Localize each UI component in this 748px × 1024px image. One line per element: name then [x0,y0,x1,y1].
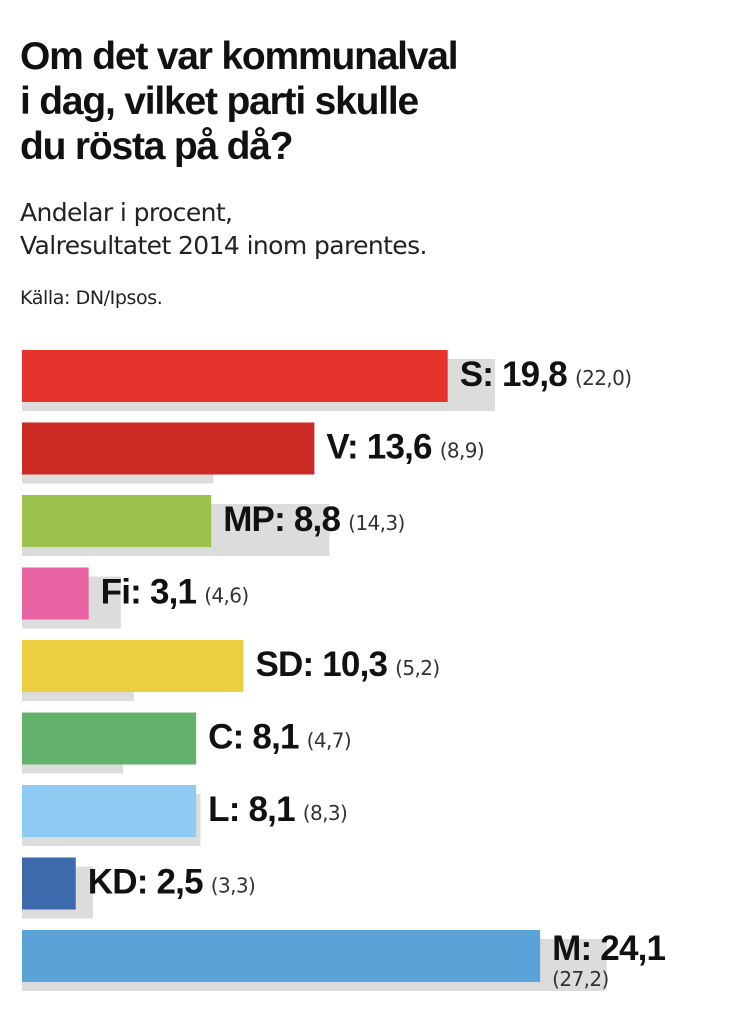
bar-l [22,785,197,837]
bar-kd [22,857,76,910]
chart-subtitle: Andelar i procent, Valresultatet 2014 in… [20,196,427,262]
source-note: Källa: DN/Ipsos. [20,287,163,309]
previous-label-kd: (3,3) [211,874,255,898]
subtitle-line-1: Andelar i procent, [20,198,233,227]
value-v: 13,6 [367,428,432,467]
category-label-s: S: [460,355,502,394]
category-label-mp: MP: [223,500,294,539]
value-sd: 10,3 [322,645,387,684]
title-line-2: i dag, vilket parti skulle [20,80,419,123]
value-label-mp: MP: 8,8 [223,500,340,539]
value-label-v: V: 13,6 [326,428,432,467]
value-kd: 2,5 [156,863,203,902]
value-fi: 3,1 [150,573,197,612]
subtitle-line-2: Valresultatet 2014 inom parentes. [20,231,427,260]
bar-row-m: M: 24,1(27,2) [22,929,666,991]
value-label-c: C: 8,1 [208,718,299,757]
previous-label-l: (8,3) [303,801,347,825]
category-label-m: M: [552,929,600,968]
value-label-fi: Fi: 3,1 [101,573,197,612]
value-label-kd: KD: 2,5 [88,863,203,902]
bar-s [22,350,448,402]
previous-label-fi: (4,6) [204,584,248,608]
category-label-fi: Fi: [101,573,150,612]
value-l: 8,1 [249,790,296,829]
previous-label-s: (22,0) [575,366,632,390]
bar-row-kd: KD: 2,5 (3,3) [22,857,256,919]
value-c: 8,1 [252,718,299,757]
value-label-sd: SD: 10,3 [255,645,387,684]
bar-sd [22,640,244,692]
value-m: 24,1 [600,929,665,968]
bar-row-l: L: 8,1 (8,3) [22,785,348,846]
bar-row-c: C: 8,1 (4,7) [22,712,352,774]
category-label-l: L: [208,790,248,829]
bar-chart: S: 19,8 (22,0) V: 13,6 (8,9) MP: 8,8 (14,3) Fi… [22,350,666,991]
chart-title: Om det var kommunalval i dag, vilket par… [20,34,720,169]
previous-label-sd: (5,2) [395,656,439,680]
bar-m [22,930,541,982]
previous-label-c: (4,7) [307,729,351,753]
bar-row-v: V: 13,6 (8,9) [22,422,485,484]
title-line-1: Om det var kommunalval [20,35,459,78]
bar-row-fi: Fi: 3,1 (4,6) [22,567,249,629]
value-label-l: L: 8,1 [208,790,295,829]
bar-c [22,712,197,765]
category-label-v: V: [326,428,366,467]
bar-fi [22,567,89,620]
value-mp: 8,8 [294,500,341,539]
previous-label-m: (27,2) [552,967,609,991]
bar-row-s: S: 19,8 (22,0) [22,350,632,411]
category-label-kd: KD: [88,863,157,902]
bar-row-sd: SD: 10,3 (5,2) [22,640,440,701]
previous-label-mp: (14,3) [348,511,405,535]
previous-label-v: (8,9) [440,439,484,463]
bar-v [22,422,315,475]
value-s: 19,8 [502,355,567,394]
value-label-s: S: 19,8 [460,355,568,394]
category-label-c: C: [208,718,252,757]
category-label-sd: SD: [255,645,322,684]
bar-row-mp: MP: 8,8 (14,3) [22,495,405,556]
title-line-3: du rösta på då? [20,125,294,168]
bar-mp [22,495,212,547]
value-label-m: M: 24,1 [552,929,665,968]
